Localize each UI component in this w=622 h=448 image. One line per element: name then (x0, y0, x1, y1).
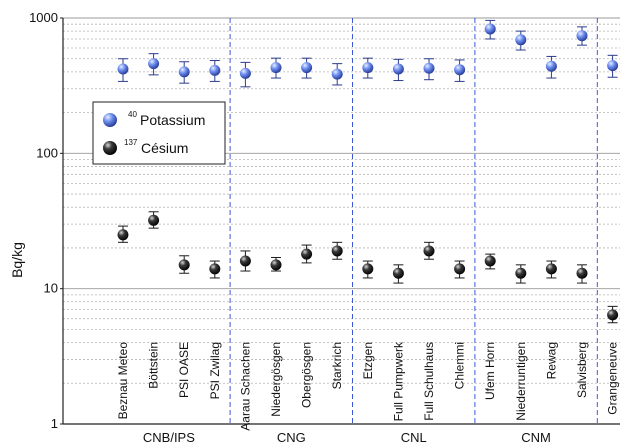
potassium-point (607, 60, 619, 72)
cesium-point (148, 214, 160, 226)
y-tick-labels: 1 10 100 1000 (29, 10, 58, 431)
potassium-point (209, 64, 221, 76)
potassium-point (301, 62, 313, 74)
category-label: Niederruntigen (514, 342, 528, 421)
legend-label-potassium: Potassium (140, 112, 205, 128)
cesium-point (331, 245, 343, 257)
axes (60, 17, 620, 425)
category-label: Grangeneuve (606, 342, 620, 415)
potassium-point (576, 30, 588, 42)
group-separators (229, 18, 598, 424)
category-label: Chlemmi (453, 342, 467, 389)
group-label: CNL (401, 430, 427, 445)
cesium-point (362, 263, 374, 275)
category-label: Ufem Horn (483, 342, 497, 400)
potassium-point (423, 62, 435, 74)
legend: 40 Potassium 137 Césium (92, 101, 226, 165)
category-label: Böttstein (147, 342, 161, 389)
category-label: Aarau Schachen (238, 342, 252, 431)
cesium-point (301, 248, 313, 260)
cesium-point (423, 245, 435, 257)
legend-label-cesium: Césium (141, 140, 188, 156)
potassium-point (545, 60, 557, 72)
cesium-point (270, 259, 282, 271)
category-label: Etzgen (361, 342, 375, 379)
category-label: PSI Zwilag (208, 342, 222, 399)
cesium-point (392, 267, 404, 279)
cesium-point (484, 255, 496, 267)
cesium-point (209, 263, 221, 275)
category-label: Full Pumpwerk (391, 341, 405, 421)
y-tick-label: 1 (51, 416, 58, 431)
legend-marker-cesium (103, 141, 117, 155)
cesium-point (515, 267, 527, 279)
category-label: Rewag (544, 342, 558, 379)
potassium-point (331, 68, 343, 80)
category-label: Niedergösgen (269, 342, 283, 417)
category-label: Salvisberg (575, 342, 589, 398)
cesium-point (454, 263, 466, 275)
potassium-point (270, 62, 282, 74)
category-label: Beznau Meteo (116, 342, 130, 420)
y-axis-label: Bq/kg (9, 242, 25, 278)
category-label: PSI OASE (177, 342, 191, 398)
group-label: CNM (521, 430, 551, 445)
cesium-point (239, 255, 251, 267)
category-label: Obergösgen (300, 342, 314, 408)
cesium-point (576, 267, 588, 279)
potassium-point (148, 58, 160, 70)
potassium-point (239, 67, 251, 79)
potassium-point (178, 66, 190, 78)
potassium-point (362, 62, 374, 74)
potassium-point (392, 63, 404, 75)
group-label: CNB/IPS (143, 430, 195, 445)
y-tick-label: 100 (36, 145, 58, 160)
category-labels: Beznau Meteo Böttstein PSI OASE PSI Zwilag A… (116, 341, 620, 431)
category-label: Full Schulhaus (422, 342, 436, 421)
y-tick-label: 1000 (29, 10, 58, 25)
data-points (117, 19, 619, 324)
legend-sup-potassium: 40 (128, 110, 137, 119)
potassium-point (515, 34, 527, 46)
legend-sup-cesium: 137 (124, 138, 138, 147)
cesium-point (607, 309, 619, 321)
potassium-point (117, 63, 129, 75)
potassium-point (484, 23, 496, 35)
legend-frame (92, 101, 226, 165)
legend-marker-potassium (103, 113, 117, 127)
group-label: CNG (277, 430, 306, 445)
potassium-point (454, 64, 466, 76)
y-tick-label: 10 (44, 281, 58, 296)
cesium-point (178, 259, 190, 271)
group-labels: CNB/IPS CNG CNL CNM (143, 430, 551, 445)
category-label: Starkrich (330, 342, 344, 389)
cesium-point (117, 229, 129, 241)
cesium-point (545, 263, 557, 275)
